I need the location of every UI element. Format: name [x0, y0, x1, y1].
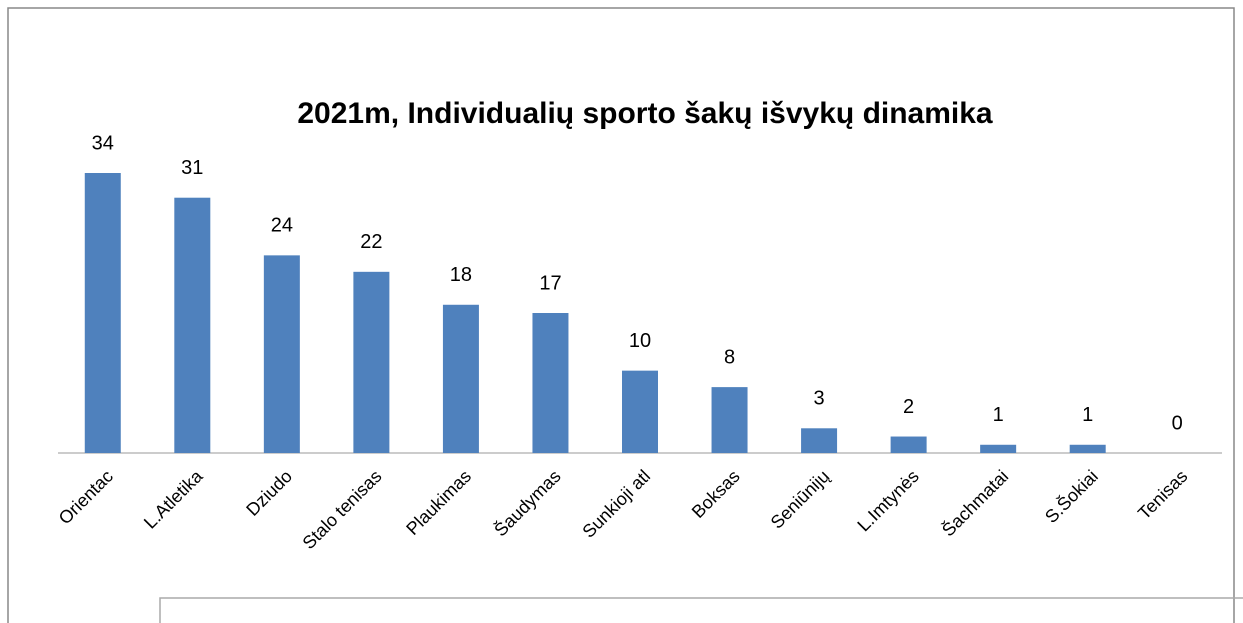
x-tick-label: Dziudo [242, 466, 296, 520]
bar [711, 387, 748, 453]
data-label: 34 [92, 132, 114, 154]
bar [263, 255, 300, 453]
bar [980, 444, 1017, 453]
data-label: 31 [181, 157, 203, 179]
data-label: 22 [360, 231, 382, 253]
x-tick-label: Plaukimas [402, 466, 475, 539]
bar [890, 436, 927, 453]
data-label: 1 [993, 404, 1004, 426]
x-tick-label: Stalo tenisas [299, 466, 386, 553]
x-tick-label: Šachmatai [937, 465, 1012, 540]
bar [353, 271, 390, 453]
frame [7, 7, 1235, 623]
bar [84, 173, 121, 453]
data-label: 17 [539, 272, 561, 294]
data-label: 24 [271, 215, 293, 237]
x-tick-label: Seniūnijų [767, 466, 834, 533]
x-tick-label: L.Atletika [140, 465, 207, 532]
x-tick-label: Boksas [688, 466, 744, 522]
data-label: 2 [903, 396, 914, 418]
data-label: 18 [450, 264, 472, 286]
inner-frame [159, 597, 1243, 623]
x-tick-label: S.Šokiai [1040, 465, 1102, 527]
bar [1069, 444, 1106, 453]
data-label: 8 [724, 346, 735, 368]
x-tick-label: L.Imtynės [853, 466, 922, 535]
bar [801, 428, 838, 453]
data-label: 10 [629, 330, 651, 352]
chart-title: 2021m, Individualių sporto šakų išvykų d… [297, 97, 993, 130]
bar [174, 197, 211, 453]
bar [622, 370, 658, 453]
data-label: 0 [1172, 412, 1183, 434]
x-tick-label: Sunkioji atl [578, 466, 654, 542]
x-tick-label: Tenisas [1134, 466, 1191, 523]
x-tick-label: Orientac [55, 466, 117, 528]
x-tick-label: Šaudymas [490, 465, 565, 540]
data-label: 1 [1082, 404, 1093, 426]
bar [532, 313, 569, 453]
data-label: 3 [814, 388, 825, 410]
bar [442, 304, 479, 453]
